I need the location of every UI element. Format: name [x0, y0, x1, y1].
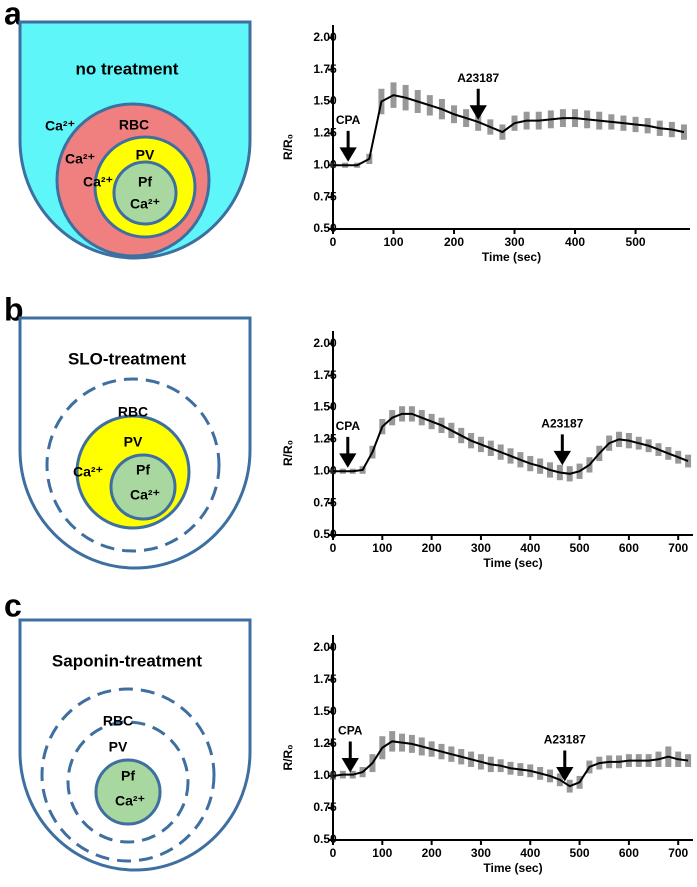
x-tick-label: 600 — [619, 541, 639, 555]
mean-line — [333, 412, 689, 475]
x-tick-label: 100 — [372, 846, 392, 860]
diagram-title: Saponin-treatment — [52, 651, 203, 670]
y-tick-label: 1.00 — [313, 463, 337, 477]
mean-line — [333, 94, 685, 167]
x-axis-title: Time (sec) — [482, 250, 541, 264]
annotation-arrow — [341, 741, 359, 773]
pv — [66, 720, 190, 844]
diagram-title: no treatment — [76, 59, 179, 78]
y-tick-label: 1.50 — [313, 400, 337, 414]
diagram-label: Ca²⁺ — [115, 793, 145, 809]
x-axis-title: Time (sec) — [483, 556, 542, 570]
y-tick-label: 1.50 — [313, 94, 337, 108]
y-tick-label: 1.75 — [313, 62, 337, 76]
x-tick-label: 500 — [626, 235, 646, 249]
annotation: A23187 — [541, 416, 583, 430]
panel-label: c — [4, 587, 22, 623]
diagram-label: Ca²⁺ — [45, 118, 75, 134]
annotation-arrow — [339, 436, 357, 468]
y-tick-label: 1.00 — [313, 157, 337, 171]
x-tick-label: 0 — [330, 541, 337, 555]
y-axis-title: R/R₀ — [281, 440, 295, 466]
diagram-label: Ca²⁺ — [130, 487, 160, 503]
x-tick-label: 200 — [422, 846, 442, 860]
y-tick-label: 1.50 — [313, 704, 337, 718]
y-tick-label: 2.00 — [313, 336, 337, 350]
y-axis-title: R/R₀ — [281, 744, 295, 770]
diagram-label: Ca²⁺ — [65, 151, 95, 167]
annotation-arrow — [469, 88, 487, 120]
diagram-label: RBC — [119, 117, 149, 133]
diagram-label: RBC — [103, 713, 133, 729]
annotation: CPA — [336, 419, 361, 433]
y-tick-label: 0.50 — [313, 221, 337, 235]
diagram-label: PV — [136, 147, 155, 163]
x-tick-label: 700 — [668, 541, 688, 555]
diagram-label: RBC — [118, 404, 148, 420]
diagram-label: Pf — [138, 174, 152, 190]
x-tick-label: 100 — [383, 235, 403, 249]
x-axis-title: Time (sec) — [483, 861, 542, 875]
diagram-title: SLO-treatment — [68, 349, 186, 368]
y-tick-label: 1.25 — [313, 126, 337, 140]
diagram-label: Ca²⁺ — [130, 196, 160, 212]
y-tick-label: 0.50 — [313, 527, 337, 541]
y-tick-label: 1.25 — [313, 736, 337, 750]
x-tick-label: 0 — [330, 235, 337, 249]
y-tick-label: 1.75 — [313, 368, 337, 382]
rbc — [40, 687, 216, 863]
x-tick-label: 400 — [520, 846, 540, 860]
annotation: CPA — [338, 724, 363, 738]
x-tick-label: 300 — [505, 235, 525, 249]
y-tick-label: 1.25 — [313, 432, 337, 446]
pf — [94, 758, 162, 826]
y-tick-label: 0.75 — [313, 495, 337, 509]
annotation-arrow — [339, 130, 357, 162]
x-tick-label: 200 — [444, 235, 464, 249]
x-tick-label: 500 — [570, 541, 590, 555]
diagram-label: Pf — [121, 768, 135, 784]
diagram-label: PV — [109, 739, 128, 755]
x-tick-label: 300 — [471, 846, 491, 860]
x-tick-label: 400 — [565, 235, 585, 249]
y-tick-label: 2.00 — [313, 640, 337, 654]
annotation: A23187 — [457, 71, 499, 85]
annotation: A23187 — [544, 733, 586, 747]
x-tick-label: 700 — [668, 846, 688, 860]
x-tick-label: 600 — [619, 846, 639, 860]
y-tick-label: 0.75 — [313, 800, 337, 814]
pf — [109, 453, 177, 521]
y-axis-title: R/R₀ — [281, 134, 295, 160]
x-tick-label: 100 — [372, 541, 392, 555]
cell-outline — [18, 618, 252, 872]
y-tick-label: 2.00 — [313, 30, 337, 44]
y-tick-label: 1.75 — [313, 672, 337, 686]
annotation-arrow — [553, 434, 571, 466]
panel-label: a — [4, 0, 22, 31]
y-tick-label: 0.75 — [313, 189, 337, 203]
x-tick-label: 300 — [471, 541, 491, 555]
annotation-arrow — [556, 750, 574, 782]
y-tick-label: 0.50 — [313, 832, 337, 846]
pf — [112, 160, 178, 226]
diagram-label: Ca²⁺ — [83, 174, 113, 190]
x-tick-label: 500 — [570, 846, 590, 860]
x-tick-label: 400 — [520, 541, 540, 555]
diagram-label: Pf — [136, 462, 150, 478]
annotation: CPA — [336, 113, 361, 127]
x-tick-label: 0 — [330, 846, 337, 860]
diagram-label: PV — [124, 434, 143, 450]
diagram-label: Ca²⁺ — [73, 464, 103, 480]
x-tick-label: 200 — [422, 541, 442, 555]
mean-line — [332, 740, 689, 788]
rbc — [45, 377, 221, 553]
